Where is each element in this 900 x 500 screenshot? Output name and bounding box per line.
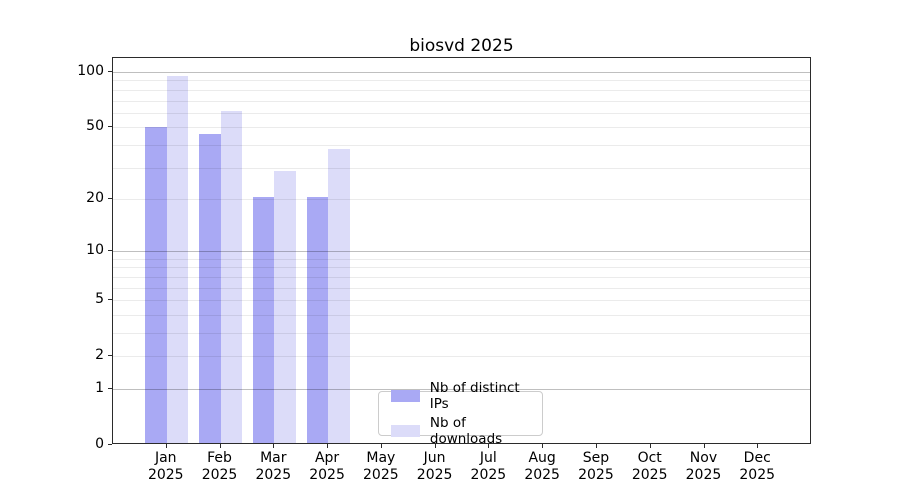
gridline-1 — [113, 389, 810, 390]
x-tick-label-jun: Jun 2025 — [416, 450, 453, 483]
chart-title: biosvd 2025 — [409, 36, 514, 56]
y-tick-label-20: 20 — [86, 189, 104, 206]
x-tick-mark-jan — [165, 444, 167, 448]
y-tick-mark-100 — [108, 71, 112, 72]
y-tick-mark-10 — [108, 250, 112, 252]
legend-swatch-distinct-ips — [391, 390, 420, 402]
bar-distinct-ips-mar — [252, 196, 275, 443]
bar-downloads-feb — [220, 110, 243, 443]
y-tick-label-1: 1 — [95, 379, 104, 396]
gridline-8 — [113, 267, 810, 269]
bar-distinct-ips-jan — [145, 126, 167, 443]
x-tick-label-apr: Apr 2025 — [309, 450, 345, 483]
y-tick-mark-20 — [108, 197, 112, 199]
gridline-30 — [113, 167, 810, 169]
bar-downloads-jan — [166, 75, 189, 443]
gridline-5 — [113, 300, 810, 302]
x-tick-label-oct: Oct 2025 — [631, 450, 668, 483]
x-tick-label-feb: Feb 2025 — [201, 450, 238, 483]
x-tick-mark-jul — [488, 444, 490, 448]
bar-downloads-apr — [328, 149, 350, 443]
gridline-40 — [113, 144, 810, 146]
plot-area — [112, 57, 811, 444]
x-tick-label-may: May 2025 — [363, 450, 399, 483]
y-tick-mark-5 — [108, 299, 112, 301]
x-tick-mark-may — [380, 444, 382, 448]
gridline-100 — [113, 72, 810, 73]
legend-row: Nb of distinct IPs — [391, 380, 542, 412]
x-tick-label-sep: Sep 2025 — [578, 450, 614, 483]
x-tick-label-jul: Jul 2025 — [470, 450, 507, 483]
x-tick-label-aug: Aug 2025 — [524, 450, 560, 483]
y-tick-mark-50 — [108, 126, 112, 128]
gridline-10 — [113, 251, 810, 253]
x-tick-mark-aug — [542, 444, 544, 448]
y-tick-mark-0 — [108, 444, 112, 445]
gridline-60 — [113, 112, 810, 114]
legend: Nb of distinct IPs Nb of downloads — [378, 380, 543, 447]
gridline-4 — [113, 314, 810, 316]
y-tick-label-0: 0 — [95, 436, 104, 452]
y-tick-mark-2 — [108, 355, 112, 357]
y-tick-label-100: 100 — [77, 63, 104, 79]
gridline-80 — [113, 89, 810, 91]
x-tick-mark-nov — [703, 444, 705, 448]
x-tick-mark-feb — [219, 444, 221, 448]
x-tick-label-nov: Nov 2025 — [685, 450, 722, 483]
bar-downloads-mar — [274, 170, 296, 443]
y-tick-label-50: 50 — [86, 118, 104, 135]
legend-swatch-downloads — [391, 425, 420, 437]
x-tick-label-mar: Mar 2025 — [255, 450, 292, 483]
gridline-9 — [113, 258, 810, 260]
gridline-90 — [113, 80, 810, 82]
x-tick-mark-oct — [649, 444, 651, 448]
gridline-7 — [113, 276, 810, 278]
y-tick-label-5: 5 — [95, 291, 104, 308]
x-tick-mark-dec — [757, 444, 759, 448]
x-tick-mark-apr — [327, 444, 329, 448]
legend-row: Nb of downloads — [391, 415, 542, 447]
x-tick-mark-jun — [434, 444, 436, 448]
y-tick-mark-1 — [108, 388, 112, 389]
gridline-50 — [113, 127, 810, 129]
gridline-6 — [113, 287, 810, 289]
x-tick-mark-mar — [273, 444, 275, 448]
x-tick-mark-sep — [595, 444, 597, 448]
x-tick-label-jan: Jan 2025 — [147, 450, 184, 483]
legend-label: Nb of downloads — [429, 415, 503, 447]
x-tick-label-dec: Dec 2025 — [739, 450, 776, 483]
bar-distinct-ips-apr — [306, 196, 329, 443]
y-tick-label-10: 10 — [86, 242, 104, 259]
gridline-70 — [113, 100, 810, 102]
bar-distinct-ips-feb — [199, 133, 221, 443]
legend-label: Nb of distinct IPs — [429, 380, 520, 412]
y-tick-label-2: 2 — [95, 347, 104, 364]
gridline-3 — [113, 333, 810, 334]
gridline-20 — [113, 198, 810, 200]
gridline-2 — [113, 356, 810, 358]
